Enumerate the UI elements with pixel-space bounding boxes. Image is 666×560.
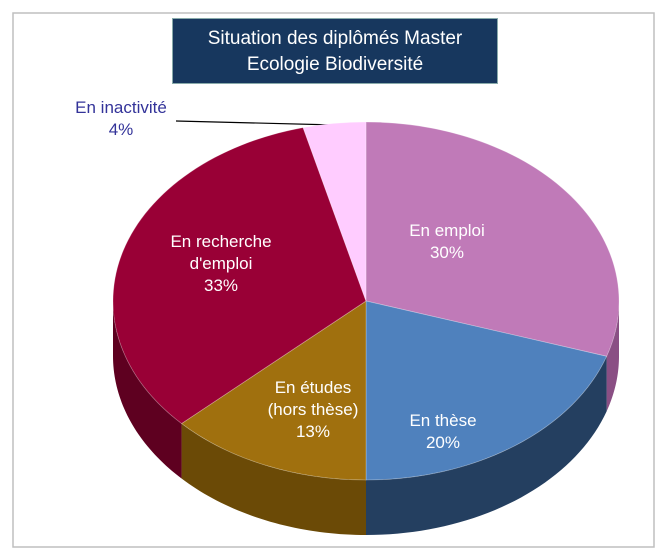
slice-side xyxy=(113,301,182,479)
slice-label: En emploi 30% xyxy=(409,220,485,264)
category-label: En inactivité xyxy=(75,98,167,117)
frame xyxy=(12,12,655,548)
slice-label: En recherche d'emploi 33% xyxy=(170,231,271,297)
slice xyxy=(365,121,620,357)
value-label: 20% xyxy=(425,433,461,452)
slice xyxy=(302,121,367,302)
slice xyxy=(180,300,367,481)
value-label: 4% xyxy=(108,120,134,139)
category-label: En thèse xyxy=(409,411,477,430)
value-label: 30% xyxy=(429,243,465,262)
category-label: En recherche d'emploi xyxy=(170,232,272,273)
slice xyxy=(112,127,367,425)
value-label: 13% xyxy=(295,422,331,441)
category-label: En emploi xyxy=(409,221,485,240)
slice-label: En inactivité 4% xyxy=(75,97,167,141)
leader-line xyxy=(175,120,337,126)
slice-side xyxy=(606,301,619,412)
slice-label: En études (hors thèse) 13% xyxy=(268,377,359,443)
value-label: 33% xyxy=(203,276,239,295)
slice-side xyxy=(366,356,607,535)
category-label: En études (hors thèse) xyxy=(267,378,359,419)
slice-label: En thèse 20% xyxy=(409,410,476,454)
slice xyxy=(365,300,608,481)
chart-title: Situation des diplômés Master Ecologie B… xyxy=(172,18,498,84)
slice-side xyxy=(181,423,366,535)
